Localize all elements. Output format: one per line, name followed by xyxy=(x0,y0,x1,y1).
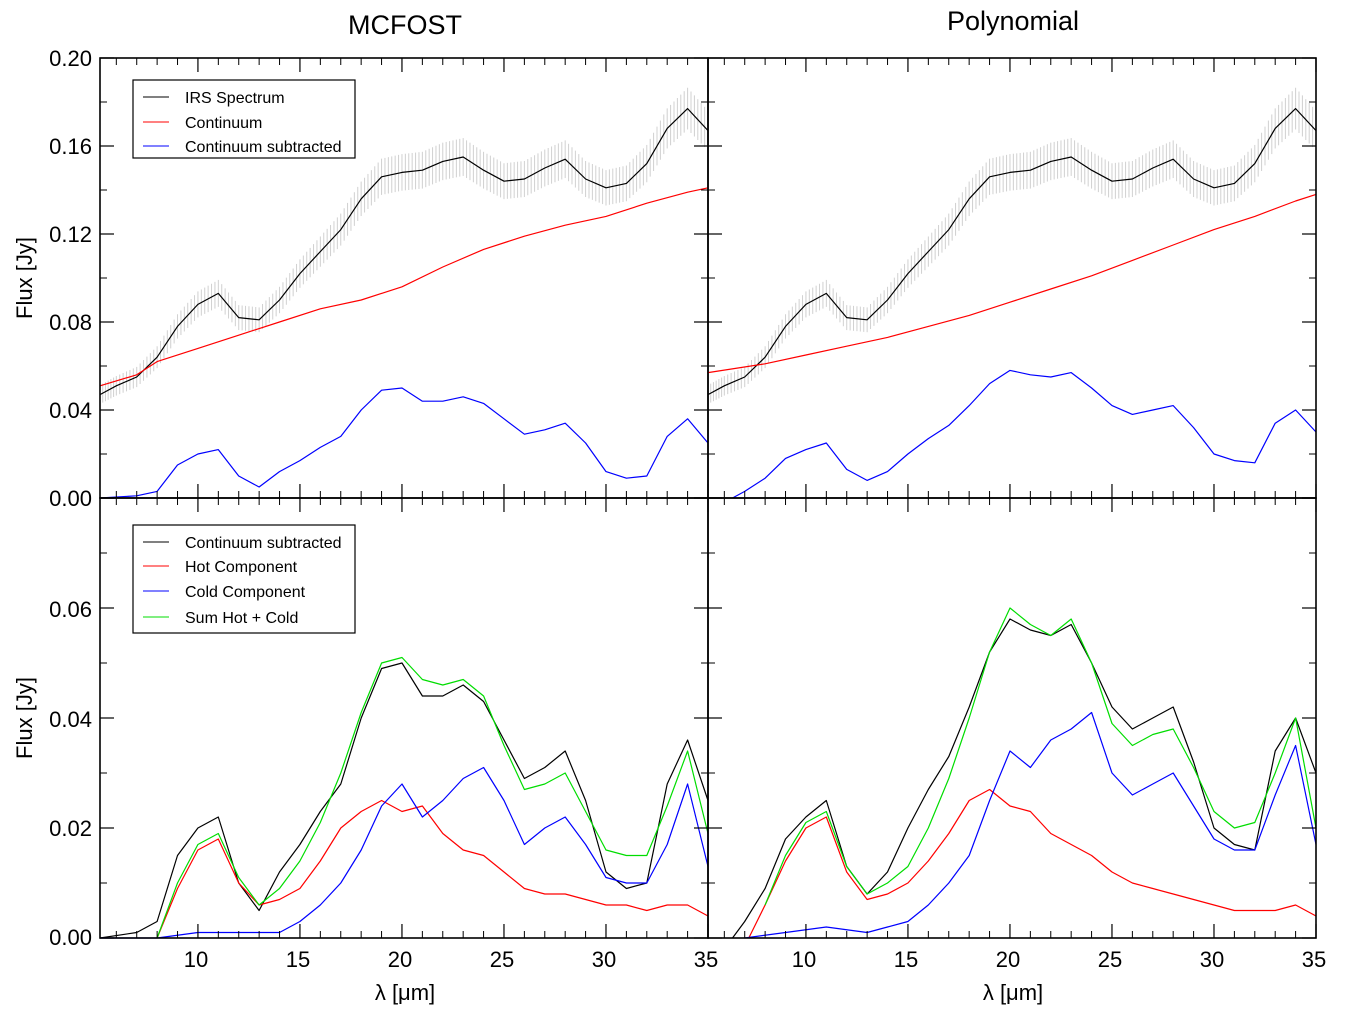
panel-polynomial-top xyxy=(707,57,1317,499)
series-continuum-subtracted xyxy=(99,662,709,939)
y-tick-label: 0.20 xyxy=(49,46,92,71)
title-left: MCFOST xyxy=(348,10,462,40)
series-continuum-subtracted xyxy=(732,369,1317,499)
y-tick-label: 0.02 xyxy=(49,816,92,841)
x-tick-label: 35 xyxy=(694,947,718,972)
series-continuum-subtracted xyxy=(99,387,709,499)
y-tick-label: 0.04 xyxy=(49,707,92,732)
x-tick-label: 20 xyxy=(996,947,1020,972)
series-cold-component xyxy=(100,766,709,939)
series-hot-component xyxy=(748,788,1317,939)
y-tick-label: 0.04 xyxy=(49,398,92,423)
x-tick-label: 25 xyxy=(1098,947,1122,972)
y-tick-label: 0.12 xyxy=(49,222,92,247)
x-tick-label: 35 xyxy=(1302,947,1326,972)
series-continuum xyxy=(99,187,709,387)
legend-label: IRS Spectrum xyxy=(185,90,285,107)
panel-polynomial-bottom xyxy=(707,497,1317,939)
series-irs-spectrum xyxy=(99,107,709,396)
legend-label: Continuum xyxy=(185,115,262,132)
y-axis-label-bottom: Flux [Jy] xyxy=(12,677,37,759)
x-tick-label: 15 xyxy=(894,947,918,972)
axes-frame xyxy=(707,497,1317,939)
axes-frame xyxy=(707,57,1317,499)
x-tick-label: 20 xyxy=(388,947,412,972)
legend-label: Continuum subtracted xyxy=(185,139,342,156)
x-tick-label: 30 xyxy=(1200,947,1224,972)
legend-bottom-box xyxy=(132,524,356,634)
y-tick-label: 0.00 xyxy=(49,486,92,511)
title-right: Polynomial xyxy=(947,6,1079,36)
y-tick-label: 0.16 xyxy=(49,134,92,159)
legend-label: Sum Hot + Cold xyxy=(185,610,298,627)
series-sum-hot-cold xyxy=(764,607,1317,906)
y-tick-label: 0.08 xyxy=(49,310,92,335)
legend-label: Continuum subtracted xyxy=(185,535,342,552)
series-irs-spectrum xyxy=(707,107,1317,396)
y-tick-label: 0.00 xyxy=(49,925,92,950)
series-continuum-subtracted xyxy=(732,618,1317,939)
legend-top-box xyxy=(132,79,356,159)
y-axis-label-top: Flux [Jy] xyxy=(12,237,37,319)
legend-label: Cold Component xyxy=(185,584,306,601)
x-tick-label: 10 xyxy=(792,947,816,972)
series-cold-component xyxy=(744,711,1317,939)
series-hot-component xyxy=(156,799,709,939)
legend-top: IRS Spectrum Continuum Continuum subtrac… xyxy=(132,79,356,159)
x-tick-label: 30 xyxy=(592,947,616,972)
x-tick-label: 15 xyxy=(286,947,310,972)
series-sum-hot-cold xyxy=(156,656,709,939)
x-axis-label-right: λ [μm] xyxy=(983,980,1043,1005)
x-axis-label-left: λ [μm] xyxy=(375,980,435,1005)
x-tick-label: 25 xyxy=(490,947,514,972)
legend-label: Hot Component xyxy=(185,559,298,576)
x-tick-label: 10 xyxy=(184,947,208,972)
series-continuum xyxy=(707,193,1317,374)
y-tick-label: 0.06 xyxy=(49,597,92,622)
legend-bottom: Continuum subtracted Hot Component Cold … xyxy=(132,524,356,634)
panel-mcfost-top xyxy=(99,57,709,499)
